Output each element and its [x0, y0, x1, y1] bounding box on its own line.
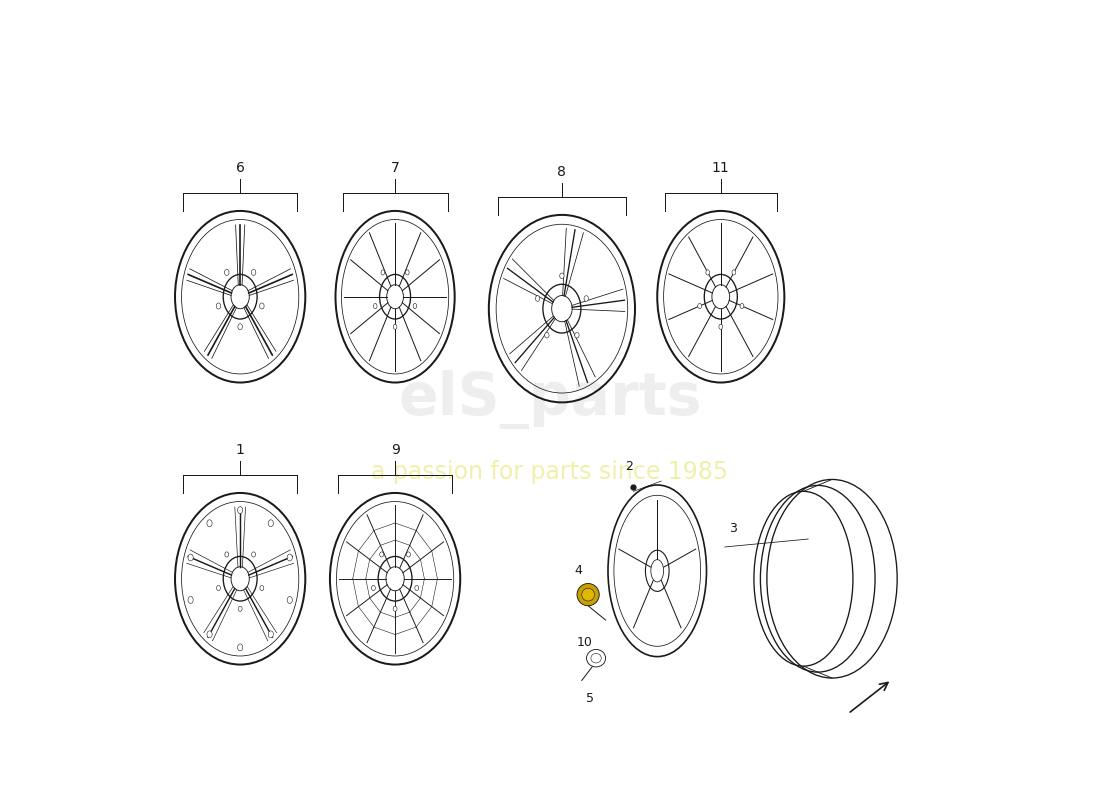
Ellipse shape — [584, 296, 588, 302]
Ellipse shape — [238, 506, 243, 514]
Text: 5: 5 — [585, 691, 594, 705]
Text: 6: 6 — [235, 161, 244, 175]
Text: 11: 11 — [712, 161, 729, 175]
Ellipse shape — [287, 597, 293, 603]
Ellipse shape — [260, 303, 264, 309]
Text: 1: 1 — [235, 443, 244, 457]
Ellipse shape — [239, 606, 242, 611]
Ellipse shape — [414, 303, 417, 309]
Ellipse shape — [251, 270, 256, 275]
Ellipse shape — [268, 631, 274, 638]
Ellipse shape — [379, 552, 384, 557]
Ellipse shape — [406, 270, 409, 275]
Ellipse shape — [188, 554, 194, 561]
Ellipse shape — [188, 597, 194, 603]
Ellipse shape — [536, 296, 540, 302]
Ellipse shape — [560, 273, 564, 278]
Ellipse shape — [393, 606, 397, 611]
Text: 7: 7 — [390, 161, 399, 175]
Text: 10: 10 — [576, 636, 592, 649]
Ellipse shape — [252, 552, 255, 557]
Ellipse shape — [260, 586, 264, 590]
Ellipse shape — [706, 270, 710, 275]
Text: 4: 4 — [574, 564, 583, 577]
Text: 2: 2 — [626, 460, 634, 473]
Ellipse shape — [719, 324, 723, 330]
Ellipse shape — [268, 520, 274, 526]
Ellipse shape — [238, 324, 242, 330]
Ellipse shape — [238, 644, 243, 651]
Ellipse shape — [381, 270, 385, 275]
Text: 8: 8 — [558, 165, 566, 179]
Ellipse shape — [732, 270, 736, 275]
Ellipse shape — [394, 324, 397, 330]
Ellipse shape — [207, 631, 212, 638]
Ellipse shape — [544, 332, 549, 338]
Ellipse shape — [224, 552, 229, 557]
Ellipse shape — [407, 552, 410, 557]
Text: a passion for parts since 1985: a passion for parts since 1985 — [372, 459, 728, 483]
Ellipse shape — [217, 303, 221, 309]
Ellipse shape — [586, 650, 606, 667]
Text: elS_parts: elS_parts — [398, 370, 702, 430]
Ellipse shape — [697, 303, 702, 309]
Ellipse shape — [575, 332, 579, 338]
Ellipse shape — [217, 586, 220, 590]
Ellipse shape — [374, 303, 377, 309]
Ellipse shape — [740, 303, 744, 309]
Ellipse shape — [578, 583, 600, 606]
Ellipse shape — [415, 586, 419, 590]
Ellipse shape — [372, 586, 375, 590]
Ellipse shape — [207, 520, 212, 526]
Ellipse shape — [287, 554, 293, 561]
Ellipse shape — [224, 270, 229, 275]
Ellipse shape — [582, 588, 594, 601]
Text: 9: 9 — [390, 443, 399, 457]
Text: 3: 3 — [728, 522, 737, 535]
